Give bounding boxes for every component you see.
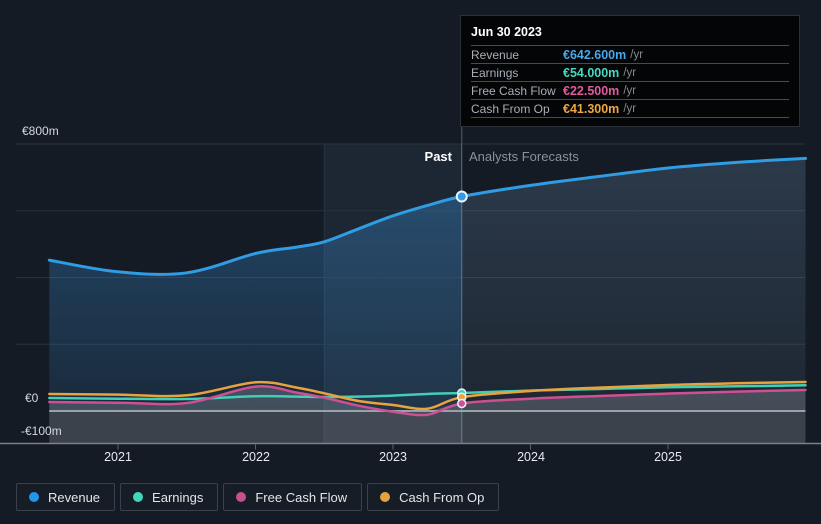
y-axis-label-neg100m: -€100m [21, 424, 62, 438]
y-axis-label-800m: €800m [22, 124, 59, 138]
earnings-dot-icon [133, 492, 144, 502]
free-cash-flow-line [48, 385, 807, 417]
divider-data-markers[interactable] [455, 190, 468, 409]
legend-item-earnings[interactable]: Earnings [120, 483, 219, 511]
legend-label: Revenue [48, 489, 101, 505]
tooltip-row-earnings: Earnings €54.000m /yr [471, 64, 789, 82]
legend-label: Earnings [152, 489, 204, 505]
free-cash-flow-dot-icon [236, 492, 247, 502]
cash-from-op-dot-icon [380, 492, 391, 502]
revenue-dot-icon [29, 492, 39, 502]
tooltip: Jun 30 2023 Revenue €642.600m /yr Earnin… [460, 15, 800, 127]
tooltip-date: Jun 30 2023 [471, 22, 789, 46]
legend-label: Free Cash Flow [255, 489, 348, 505]
cash-from-op-line [48, 380, 807, 411]
y-axis-label-0: €0 [25, 391, 39, 405]
series-lines [47, 156, 807, 417]
legend: Revenue Earnings Free Cash Flow Cash Fro… [16, 483, 500, 511]
x-axis-label-2025: 2025 [654, 450, 682, 464]
tooltip-row-cash-from-op: Cash From Op €41.300m /yr [471, 100, 789, 118]
legend-item-cash-from-op[interactable]: Cash From Op [367, 483, 500, 511]
negative-region-band [49, 411, 806, 443]
x-axis-label-2021: 2021 [104, 450, 132, 464]
revenue-area-past [49, 196, 462, 411]
tooltip-row-revenue: Revenue €642.600m /yr [471, 46, 789, 64]
legend-item-revenue[interactable]: Revenue [16, 483, 116, 511]
area-fills [49, 158, 806, 443]
revenue-line [47, 156, 807, 276]
free-cash-flow-marker [457, 398, 467, 409]
revenue-marker [455, 190, 468, 203]
past-label: Past [424, 149, 452, 164]
x-axis-line [0, 442, 821, 450]
x-axis-label-2022: 2022 [242, 450, 270, 464]
legend-item-free-cash-flow[interactable]: Free Cash Flow [223, 483, 363, 511]
revenue-area-forecast [461, 158, 806, 411]
legend-label: Cash From Op [399, 489, 485, 505]
earnings-line [48, 384, 807, 401]
analysts-forecasts-label: Analysts Forecasts [469, 149, 579, 164]
free-cash-flow-area [49, 386, 806, 412]
x-axis-label-2023: 2023 [379, 450, 407, 464]
tooltip-row-free-cash-flow: Free Cash Flow €22.500m /yr [471, 82, 789, 100]
x-axis-label-2024: 2024 [517, 450, 545, 464]
